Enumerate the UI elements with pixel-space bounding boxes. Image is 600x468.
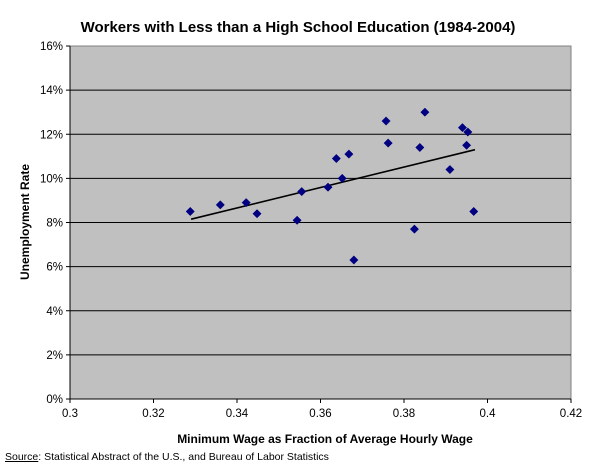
data-point — [457, 123, 468, 133]
x-axis-title: Minimum Wage as Fraction of Average Hour… — [177, 432, 473, 446]
data-point — [469, 206, 479, 217]
data-point — [445, 164, 455, 175]
x-tick-label: 0.34 — [226, 408, 249, 420]
trendline — [190, 148, 476, 220]
x-tick-labels: 0.3 0.32 0.34 0.36 0.38 0.4 0.42 — [62, 408, 582, 420]
x-tick-label: 0.42 — [560, 408, 582, 420]
data-points — [185, 107, 479, 265]
data-point — [415, 142, 425, 153]
data-point — [331, 153, 341, 164]
y-axis-title: Unemployment Rate — [18, 164, 32, 280]
data-point — [323, 182, 333, 192]
y-tick-label: 14% — [40, 85, 63, 97]
data-point — [463, 127, 473, 137]
source-note: Source: Statistical Abstract of the U.S.… — [5, 451, 329, 463]
axes — [66, 45, 572, 403]
data-point — [185, 206, 195, 217]
trendline-group — [190, 148, 476, 220]
y-tick-label: 8% — [46, 218, 63, 230]
y-tick-label: 16% — [40, 41, 63, 53]
data-point — [409, 224, 419, 234]
x-tick-label: 0.3 — [62, 408, 78, 420]
data-point — [252, 209, 262, 219]
data-point — [292, 215, 302, 225]
x-tick-label: 0.36 — [309, 408, 331, 420]
data-point — [383, 138, 393, 148]
source-text: : Statistical Abstract of the U.S., and … — [38, 451, 329, 463]
x-tick-label: 0.32 — [142, 408, 164, 420]
data-point — [215, 200, 225, 210]
source-label: Source — [5, 451, 39, 463]
y-tick-label: 10% — [40, 173, 63, 185]
y-tick-label: 0% — [46, 394, 63, 406]
y-tick-label: 12% — [40, 129, 63, 141]
data-point — [337, 173, 347, 183]
y-tick-label: 6% — [46, 262, 63, 274]
data-point — [349, 255, 359, 265]
y-tick-labels: 0% 2% 4% 6% 8% 10% 12% 14% 16% — [40, 41, 63, 406]
y-tick-label: 2% — [46, 350, 63, 362]
y-tick-label: 4% — [46, 306, 63, 318]
x-tick-label: 0.38 — [393, 408, 415, 420]
data-point — [241, 198, 251, 208]
chart-title: Workers with Less than a High School Edu… — [81, 19, 516, 36]
data-point — [462, 140, 472, 150]
grid-lines — [70, 89, 571, 356]
data-point — [297, 187, 307, 197]
x-tick-label: 0.4 — [480, 408, 497, 420]
data-point — [420, 107, 430, 117]
data-point — [344, 149, 354, 159]
data-point — [381, 116, 391, 126]
